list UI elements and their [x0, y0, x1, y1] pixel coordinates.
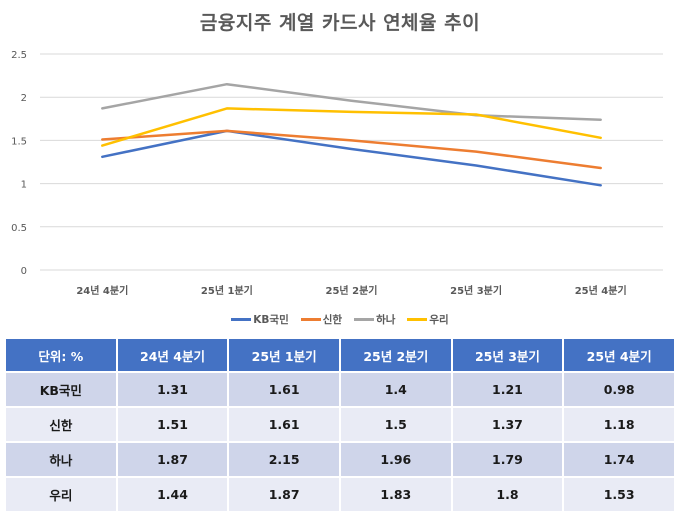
column-header: 25년 1분기: [227, 337, 341, 373]
x-tick-label: 25년 4분기: [575, 284, 627, 297]
table-cell: 1.21: [450, 371, 565, 408]
table-cell: 1.61: [227, 406, 341, 443]
table-cell: 1.51: [115, 406, 230, 443]
table-cell: 1.96: [338, 441, 453, 478]
table-row: KB국민 1.31 1.61 1.4 1.21 0.98: [4, 371, 676, 408]
column-header: 25년 3분기: [450, 337, 565, 373]
table-cell: 1.87: [115, 441, 230, 478]
legend-swatch: [300, 318, 321, 321]
line-chart: 0 0.5 1 1.5 2 2.5 24년 4분기 25년 1분기 25년 2분기 25년 3분기…: [11, 50, 663, 297]
y-tick-label: 0: [21, 266, 27, 277]
data-table: 단위: % 24년 4분기 25년 1분기 25년 2분기 25년 3분기 25…: [4, 337, 676, 513]
legend-label: 우리: [429, 314, 449, 326]
table-cell: 1.31: [115, 371, 230, 408]
series-line-우리: [101, 107, 602, 147]
table-cell: 1.53: [562, 476, 676, 513]
table-cell: 1.83: [338, 476, 453, 513]
table-row: 우리 1.44 1.87 1.83 1.8 1.53: [4, 476, 676, 513]
legend-label: 하나: [376, 314, 396, 326]
row-label: 우리: [4, 476, 118, 513]
table-cell: 1.18: [562, 406, 676, 443]
table-cell: 1.4: [338, 371, 453, 408]
x-tick-label: 25년 2분기: [326, 284, 378, 297]
legend-swatch: [407, 318, 428, 321]
y-tick-label: 1.5: [11, 136, 27, 147]
table-cell: 0.98: [562, 371, 676, 408]
x-tick-label: 25년 1분기: [201, 284, 253, 297]
legend-swatch: [231, 318, 252, 321]
legend-item: 신한: [300, 312, 343, 327]
table-cell: 1.79: [450, 441, 565, 478]
legend-label: 신한: [322, 314, 343, 326]
table-cell: 1.61: [227, 371, 341, 408]
y-tick-label: 1: [21, 180, 27, 191]
chart-legend: KB국민 신한 하나 우리: [0, 312, 680, 327]
table-row: 하나 1.87 2.15 1.96 1.79 1.74: [4, 441, 676, 478]
legend-swatch: [354, 318, 375, 321]
table-cell: 1.74: [562, 441, 676, 478]
y-tick-label: 0.5: [11, 223, 27, 234]
x-tick-label: 25년 3분기: [450, 284, 502, 297]
table-cell: 1.37: [450, 406, 565, 443]
table-header-row: 단위: % 24년 4분기 25년 1분기 25년 2분기 25년 3분기 25…: [4, 337, 676, 373]
row-label: 신한: [4, 406, 118, 443]
table-row: 신한 1.51 1.61 1.5 1.37 1.18: [4, 406, 676, 443]
table-cell: 1.5: [338, 406, 453, 443]
row-label: 하나: [4, 441, 118, 478]
table-cell: 1.8: [450, 476, 565, 513]
legend-item: 하나: [354, 312, 395, 327]
table-cell: 1.44: [115, 476, 230, 513]
legend-label: KB국민: [253, 314, 289, 326]
table-cell: 1.87: [227, 476, 341, 513]
column-header: 25년 4분기: [562, 337, 676, 373]
legend-item: 우리: [407, 312, 449, 327]
series-line-신한: [101, 129, 602, 170]
y-tick-label: 2: [21, 93, 27, 104]
chart-title: 금융지주 계열 카드사 연체율 추이: [199, 12, 481, 34]
series-line-KB국민: [101, 129, 602, 187]
row-label: KB국민: [4, 371, 118, 408]
unit-label-header: 단위: %: [4, 337, 118, 373]
legend-item: KB국민: [231, 312, 289, 327]
series-line-하나: [101, 82, 602, 121]
column-header: 24년 4분기: [115, 337, 230, 373]
table-cell: 2.15: [227, 441, 341, 478]
column-header: 25년 2분기: [338, 337, 453, 373]
x-tick-label: 24년 4분기: [76, 284, 128, 297]
y-tick-label: 2.5: [11, 50, 27, 61]
